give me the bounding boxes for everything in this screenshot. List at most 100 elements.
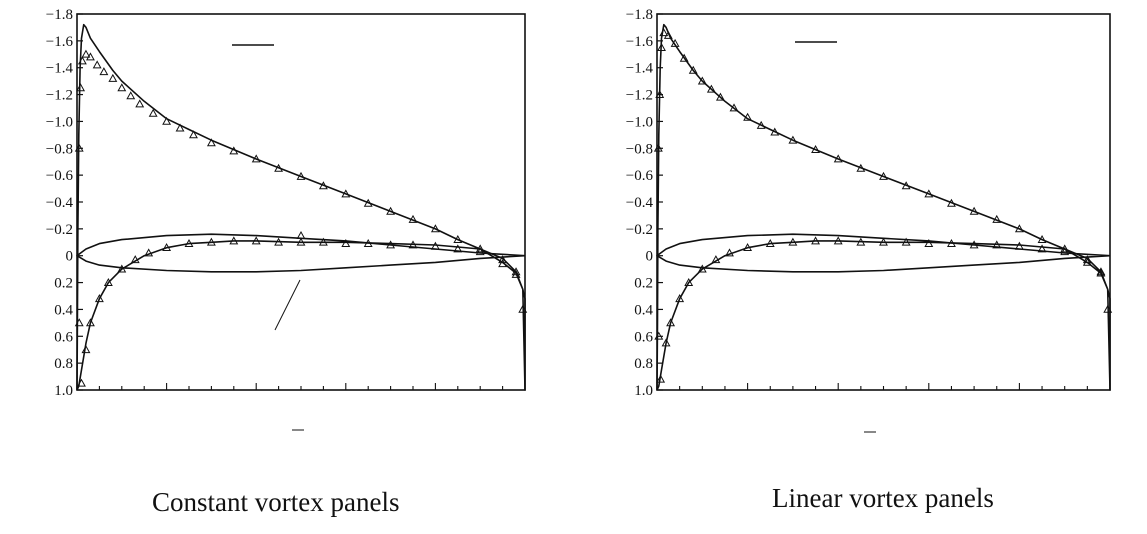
- y-tick-label: −1.6: [46, 34, 74, 50]
- computation-marker: [992, 240, 1002, 249]
- y-tick-label: 1.0: [634, 383, 653, 399]
- y-tick-label: −1.0: [46, 114, 73, 130]
- computation-marker: [81, 345, 91, 354]
- computation-marker: [992, 214, 1002, 223]
- computation-marker: [99, 67, 109, 76]
- computation-marker: [715, 92, 725, 101]
- y-tick-label: −0.8: [46, 141, 73, 157]
- y-tick-label: −0.2: [626, 222, 653, 238]
- y-tick-label: 1.0: [54, 383, 73, 399]
- y-tick-label: 0.2: [54, 276, 73, 292]
- computation-marker: [76, 83, 86, 92]
- chart-svg-linear-vortex: −1.8 −1.6 −1.4 −1.2 −1.0 −0.8 −0.6 −0.4 −0.2 0 0.2…: [626, 7, 1113, 433]
- caption-constant-vortex: Constant vortex panels: [152, 487, 400, 517]
- computation-marker: [711, 255, 721, 264]
- computation-marker: [756, 120, 766, 129]
- computation-marker: [318, 237, 328, 246]
- computation-marker: [175, 123, 185, 132]
- computation-marker: [130, 255, 140, 264]
- computation-marker: [296, 237, 306, 246]
- computation-marker: [1060, 247, 1070, 256]
- computation-marker: [924, 238, 934, 248]
- computation-marker: [117, 264, 127, 273]
- y-tick-label: 0.6: [634, 329, 653, 345]
- computation-marker: [229, 236, 239, 245]
- computation-marker: [656, 374, 666, 383]
- annotation-leader-line: [274, 279, 301, 331]
- computation-marker: [206, 237, 216, 246]
- computation-marker: [74, 318, 84, 327]
- y-tick-label: −0.4: [46, 195, 74, 211]
- computation-marker: [108, 73, 118, 82]
- computation-marker: [706, 84, 716, 93]
- y-tick-label: 0.8: [54, 356, 73, 372]
- computation-marker: [770, 127, 780, 136]
- computation-marker: [729, 103, 739, 112]
- computation-marker: [135, 99, 145, 108]
- computation-marker: [162, 243, 172, 252]
- computation-marker: [788, 237, 798, 246]
- computation-marker: [184, 238, 194, 248]
- computation-marker: [77, 378, 86, 387]
- computation-marker: [661, 338, 671, 347]
- y-tick-label: 0.4: [54, 302, 73, 318]
- y-tick-label: −0.2: [46, 222, 73, 238]
- computation-marker: [408, 214, 418, 223]
- computation-marker: [274, 163, 284, 172]
- computation-marker: [688, 65, 698, 74]
- computation-marker: [475, 247, 485, 256]
- computation-marker: [670, 38, 680, 47]
- computation-marker: [85, 318, 95, 327]
- computation-marker: [765, 238, 775, 248]
- computation-marker: [1096, 268, 1106, 277]
- computation-marker: [81, 49, 91, 58]
- computation-marker: [251, 236, 261, 245]
- computation-marker: [453, 244, 463, 253]
- computation-marker: [1060, 244, 1070, 253]
- computation-marker: [833, 236, 843, 245]
- computation-marker: [901, 181, 911, 190]
- computation-marker: [1103, 304, 1113, 313]
- computation-marker: [743, 243, 753, 252]
- chart-svg-constant-vortex: −1.8 −1.6 −1.4 −1.2 −1.0 −0.8 −0.6 −0.4 −0.2 0 0.2…: [46, 7, 528, 431]
- computation-marker: [296, 171, 306, 180]
- computation-marker: [77, 56, 87, 65]
- computation-marker: [189, 130, 198, 139]
- computation-marker: [655, 89, 665, 98]
- chart-constant-vortex: −1.8 −1.6 −1.4 −1.2 −1.0 −0.8 −0.6 −0.4 −0.2 0 0.2…: [0, 0, 560, 534]
- chart-linear-vortex: −1.8 −1.6 −1.4 −1.2 −1.0 −0.8 −0.6 −0.4 −0.2 0 0.2…: [575, 0, 1147, 534]
- computation-marker: [148, 108, 158, 117]
- computation-marker: [725, 248, 734, 257]
- y-tick-label: −1.4: [626, 61, 654, 77]
- computation-marker: [206, 138, 216, 147]
- computation-marker: [788, 135, 798, 144]
- y-tick-label: −1.6: [626, 34, 654, 50]
- computation-marker: [856, 237, 866, 246]
- computation-marker: [162, 116, 172, 125]
- computation-marker: [1014, 224, 1024, 233]
- computation-marker: [475, 244, 485, 253]
- computation-marker: [901, 237, 911, 246]
- computation-marker: [117, 83, 127, 92]
- airfoil-outline: [76, 233, 526, 273]
- y-tick-label: 0.6: [54, 329, 73, 345]
- computation-marker: [666, 318, 676, 327]
- computation-marker: [94, 294, 104, 303]
- computation-marker: [811, 144, 820, 154]
- computation-marker: [1082, 255, 1092, 264]
- computation-marker: [229, 146, 239, 155]
- computation-marker: [697, 264, 707, 273]
- plot-frame: [76, 13, 526, 391]
- computation-marker: [1096, 267, 1106, 276]
- computation-marker: [518, 304, 528, 313]
- y-tick-label: 0.2: [634, 276, 653, 292]
- y-tick-label: −0.6: [626, 168, 654, 184]
- computation-marker: [659, 28, 669, 37]
- y-tick-label: −0.4: [626, 195, 654, 211]
- computation-marker: [879, 171, 888, 180]
- computation-marker: [856, 163, 866, 172]
- computation-marker: [363, 198, 373, 207]
- computation-marker: [663, 30, 673, 39]
- y-tick-label: −1.4: [46, 61, 74, 77]
- computation-marker: [85, 52, 95, 61]
